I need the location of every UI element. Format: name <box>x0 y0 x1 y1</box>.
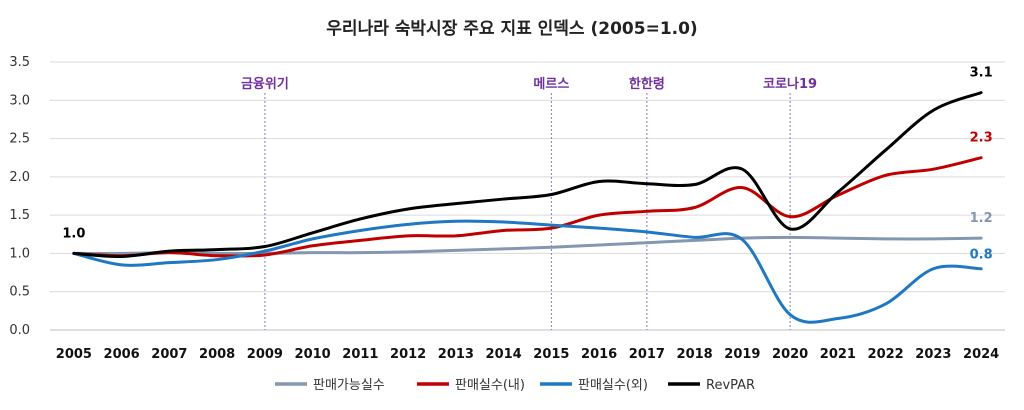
event-label: 코로나19 <box>763 76 817 92</box>
x-tick-label: 2010 <box>295 347 331 362</box>
y-tick-label: 0.5 <box>9 285 30 300</box>
x-tick-label: 2015 <box>533 347 569 362</box>
y-tick-label: 0.0 <box>9 323 30 338</box>
y-tick-label: 2.0 <box>9 170 30 185</box>
legend-label: 판매가능실수 <box>313 378 385 393</box>
x-tick-label: 2019 <box>724 347 760 362</box>
event-label: 한한령 <box>629 76 665 92</box>
x-tick-label: 2008 <box>199 347 235 362</box>
x-tick-label: 2017 <box>629 347 665 362</box>
legend-label: RevPAR <box>706 378 755 393</box>
x-tick-label: 2024 <box>963 347 999 362</box>
x-tick-label: 2005 <box>56 347 92 362</box>
data-label: 1.0 <box>62 226 85 241</box>
y-tick-label: 3.5 <box>9 55 30 70</box>
x-tick-label: 2020 <box>772 347 808 362</box>
data-label: 1.2 <box>970 211 993 226</box>
x-tick-label: 2006 <box>104 347 140 362</box>
x-tick-label: 2009 <box>247 347 283 362</box>
y-tick-label: 3.0 <box>9 93 30 108</box>
x-tick-label: 2011 <box>342 347 378 362</box>
data-label: 0.8 <box>970 248 993 263</box>
event-label: 금융위기 <box>241 76 289 92</box>
data-label: 2.3 <box>970 131 993 146</box>
x-tick-label: 2016 <box>581 347 617 362</box>
x-tick-label: 2013 <box>438 347 474 362</box>
x-tick-label: 2014 <box>486 347 522 362</box>
legend-label: 판매실수(외) <box>578 378 648 393</box>
series-line <box>72 156 983 258</box>
x-tick-label: 2018 <box>677 347 713 362</box>
chart-title: 우리나라 숙박시장 주요 지표 인덱스 (2005=1.0) <box>326 19 698 39</box>
series-line <box>72 91 983 258</box>
event-label: 메르스 <box>533 77 569 92</box>
series-line <box>72 235 983 256</box>
x-tick-label: 2022 <box>868 347 904 362</box>
x-tick-label: 2012 <box>390 347 426 362</box>
legend-label: 판매실수(내) <box>455 378 525 393</box>
data-label: 3.1 <box>970 66 993 81</box>
series-line <box>72 219 983 324</box>
x-tick-label: 2021 <box>820 347 856 362</box>
y-tick-label: 1.0 <box>9 246 30 261</box>
x-tick-label: 2007 <box>151 347 187 362</box>
y-tick-label: 2.5 <box>9 132 30 147</box>
y-tick-label: 1.5 <box>9 208 30 223</box>
x-tick-label: 2023 <box>915 347 951 362</box>
